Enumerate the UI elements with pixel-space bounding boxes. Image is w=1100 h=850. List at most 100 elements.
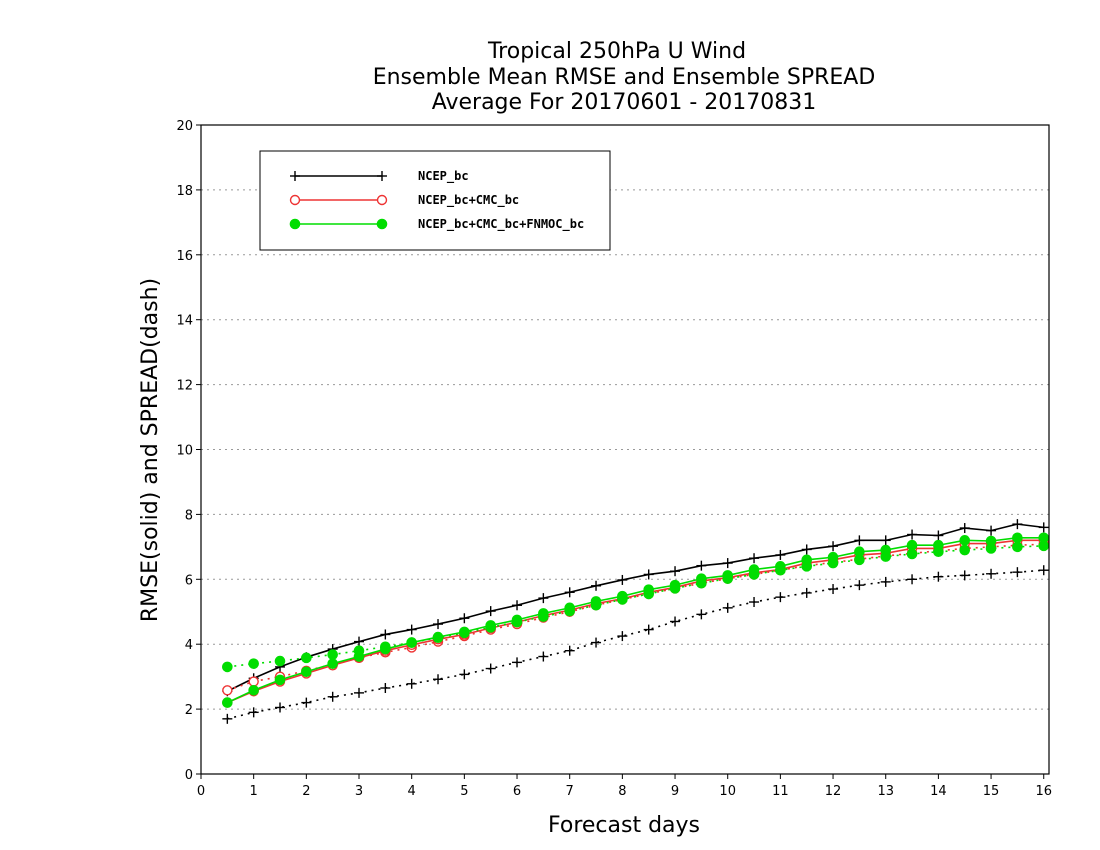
data-point [538, 593, 549, 604]
data-point [275, 702, 286, 713]
y-tick-label: 6 [185, 573, 193, 588]
legend-label: NCEP_bc+CMC_bc+FNMOC_bc [418, 217, 584, 232]
data-point [1012, 567, 1023, 578]
data-point [290, 171, 300, 181]
legend-label: NCEP_bc+CMC_bc [418, 193, 519, 208]
x-tick-label: 3 [355, 784, 363, 799]
data-point [538, 651, 549, 662]
y-tick-label: 14 [176, 314, 193, 329]
data-point [933, 539, 944, 551]
x-tick-label: 15 [983, 784, 1000, 799]
data-point [696, 573, 707, 584]
data-point [248, 676, 259, 687]
y-tick-label: 2 [185, 703, 193, 718]
data-point [933, 530, 944, 541]
data-point [406, 637, 417, 648]
data-point [248, 658, 259, 669]
data-point [354, 636, 365, 647]
x-tick-label: 13 [877, 784, 894, 799]
x-tick-label: 4 [408, 784, 416, 799]
data-point [380, 629, 391, 640]
data-point [485, 620, 496, 631]
data-point [801, 554, 813, 566]
x-axis-label: Forecast days [548, 813, 700, 838]
x-tick-label: 14 [930, 784, 947, 799]
data-point [222, 661, 233, 673]
data-point [696, 560, 707, 571]
x-tick-label: 9 [671, 784, 679, 799]
data-point [591, 580, 602, 591]
data-point [801, 544, 812, 555]
data-point [274, 674, 286, 686]
data-point [933, 571, 944, 582]
data-point [722, 602, 733, 613]
series-0 [222, 519, 1049, 724]
x-tick-label: 8 [618, 784, 626, 799]
data-point [907, 529, 918, 540]
data-point [590, 596, 602, 607]
chart-title-line-3: Average For 20170601 - 20170831 [432, 90, 817, 115]
data-point [301, 652, 312, 664]
series-2 [222, 532, 1050, 708]
series-1 [222, 535, 1049, 708]
data-point [749, 553, 760, 564]
data-point [274, 655, 286, 667]
data-point [301, 697, 312, 708]
data-point [986, 568, 997, 579]
data-point [301, 666, 312, 678]
data-point [748, 564, 760, 575]
data-point [459, 669, 470, 680]
y-tick-label: 16 [176, 249, 193, 264]
data-point [511, 614, 523, 626]
x-tick-label: 6 [513, 784, 521, 799]
data-point [959, 523, 970, 534]
data-point [854, 546, 865, 558]
data-point [380, 643, 391, 655]
data-point [591, 637, 602, 648]
data-point [248, 707, 259, 718]
data-point [485, 606, 496, 617]
chart-title-line-2: Ensemble Mean RMSE and Ensemble SPREAD [373, 65, 876, 90]
data-point [854, 580, 865, 591]
data-point [1038, 565, 1049, 576]
data-point [696, 609, 707, 620]
data-point [775, 549, 786, 560]
data-point [880, 535, 891, 546]
series-layer [222, 519, 1050, 724]
data-point [828, 541, 839, 552]
data-point [222, 685, 233, 696]
data-point [289, 194, 301, 206]
data-point [1012, 532, 1023, 544]
data-point [564, 602, 575, 614]
data-point [854, 535, 865, 546]
data-point [775, 592, 786, 603]
data-point [485, 663, 496, 674]
data-point [353, 651, 365, 662]
data-point [643, 584, 655, 595]
data-point [1012, 541, 1023, 553]
x-tick-label: 0 [197, 784, 205, 799]
rmse-line [226, 536, 1044, 704]
data-point [670, 616, 681, 627]
y-tick-label: 10 [176, 444, 193, 459]
data-point [749, 597, 760, 608]
data-point [406, 678, 417, 689]
x-tick-label: 11 [772, 784, 789, 799]
rmse-line [226, 523, 1044, 692]
data-point [828, 584, 839, 595]
data-point [801, 587, 812, 598]
data-point [377, 171, 387, 181]
data-point [354, 687, 365, 698]
chart-title-line-1: Tropical 250hPa U Wind [487, 39, 746, 64]
data-point [289, 218, 301, 230]
x-tick-label: 10 [719, 784, 736, 799]
data-point [670, 566, 681, 577]
data-point [222, 713, 233, 724]
gridlines [201, 189, 1049, 710]
y-axis-label: RMSE(solid) and SPREAD(dash) [138, 278, 163, 622]
data-point [959, 535, 971, 546]
data-point [827, 551, 839, 563]
spread-line [227, 545, 1044, 668]
data-point [722, 558, 733, 569]
data-point [880, 576, 891, 587]
